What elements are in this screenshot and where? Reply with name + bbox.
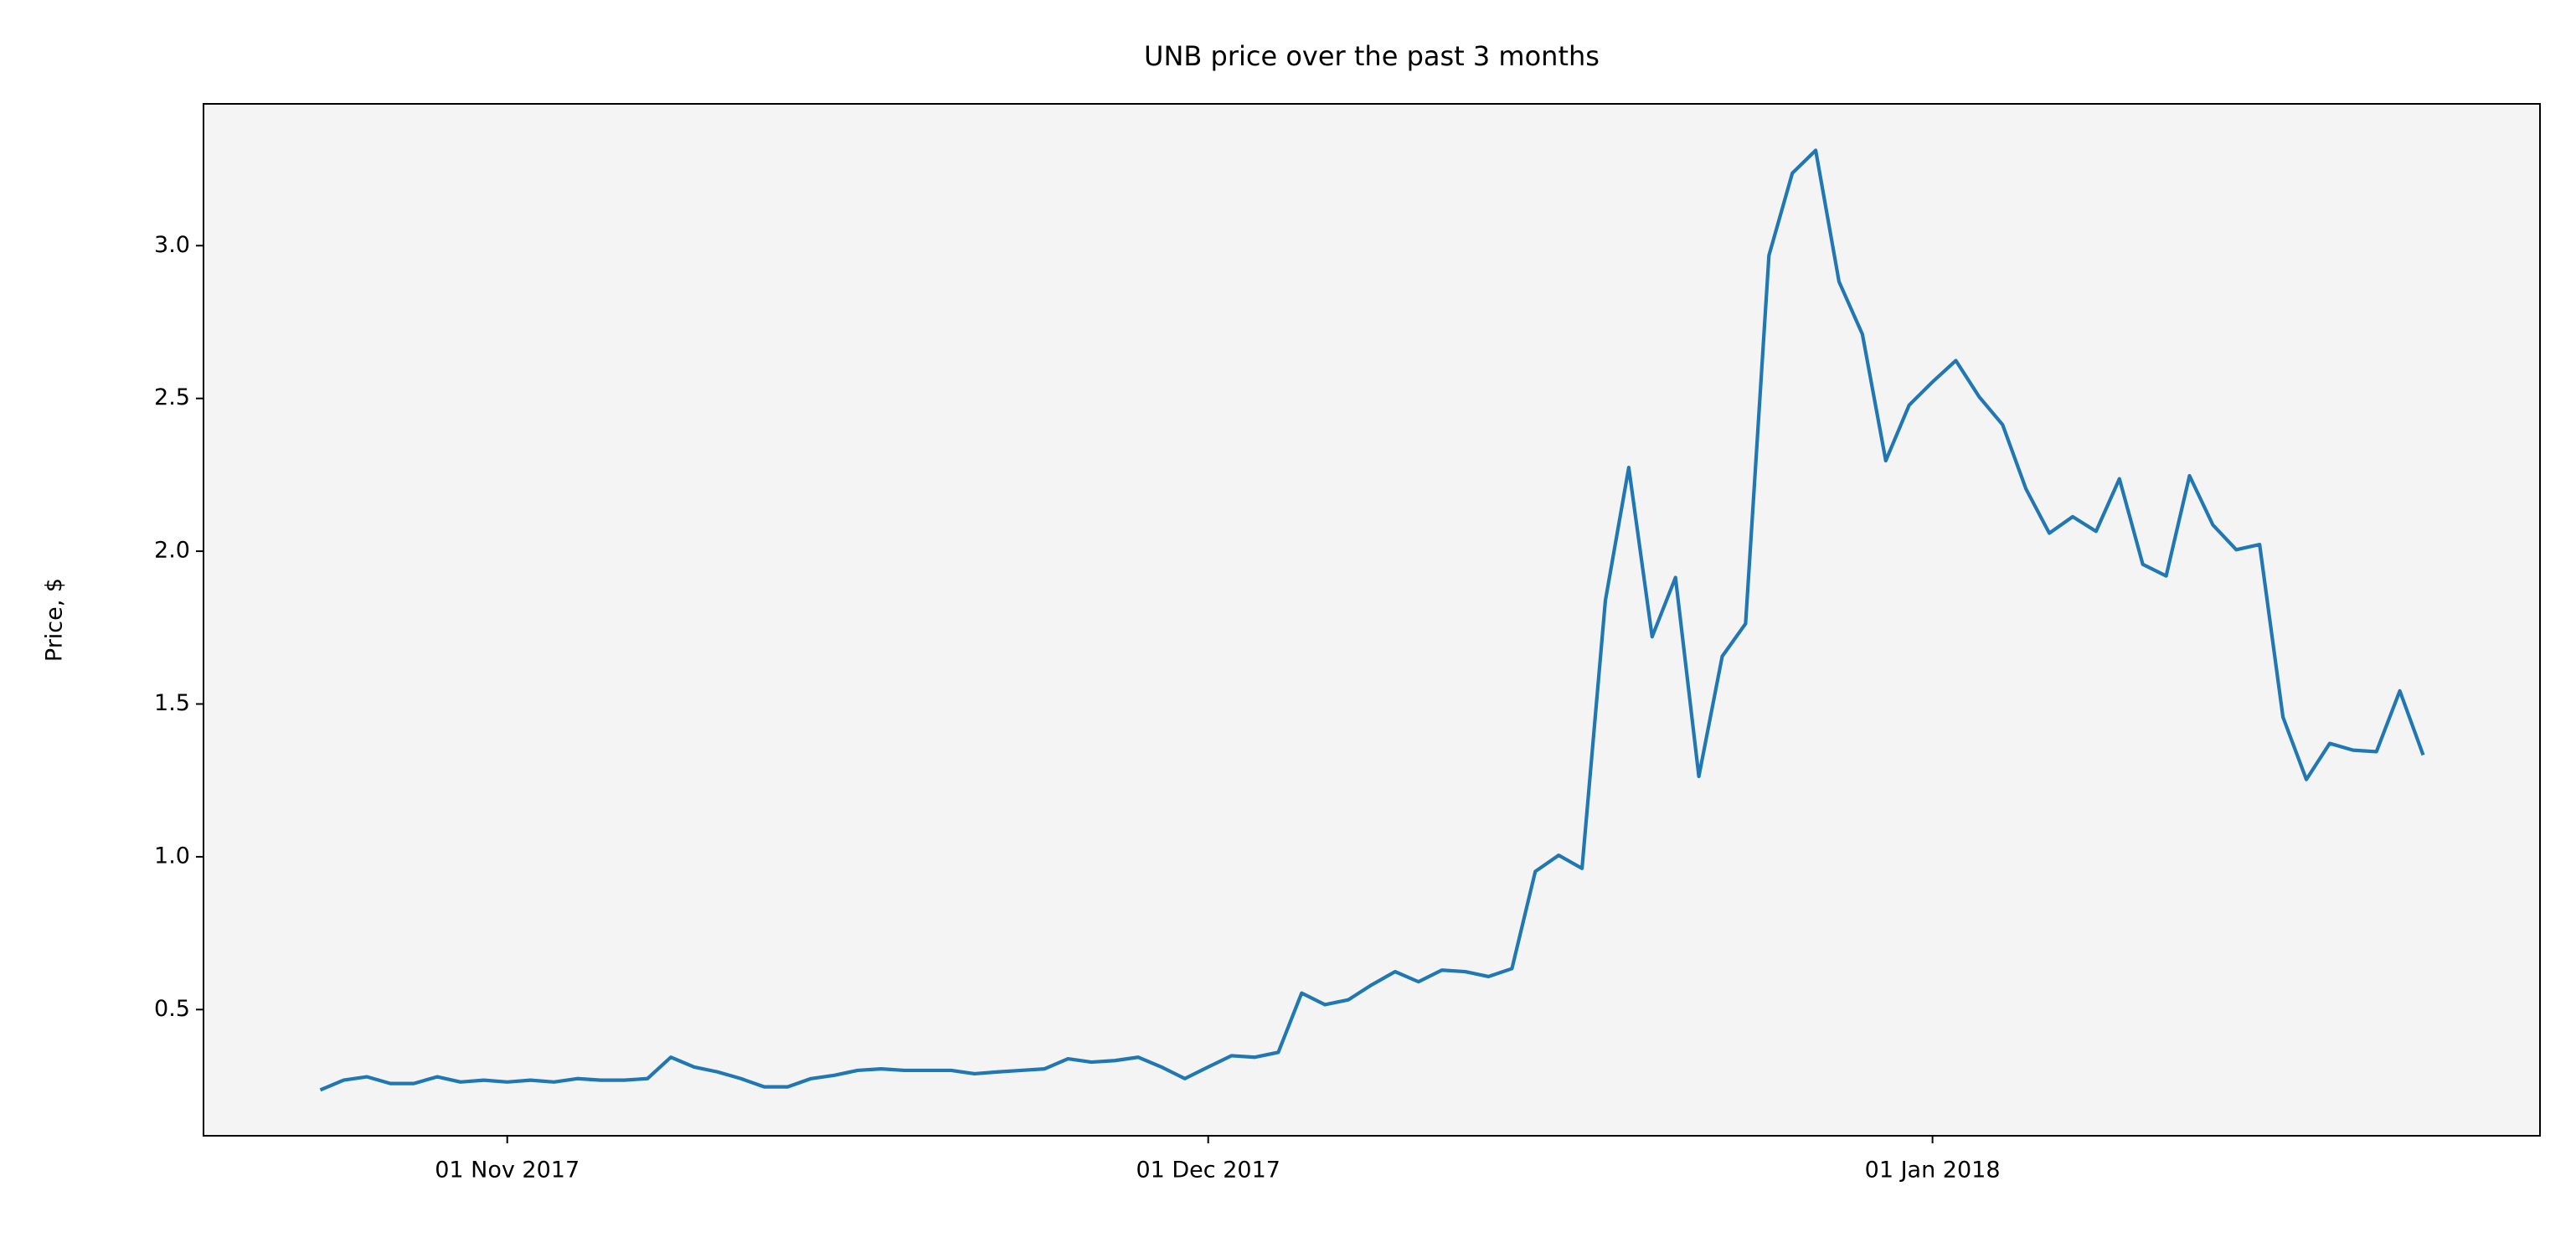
price-line — [319, 148, 2425, 1092]
y-tick-label: 2.5 — [154, 384, 190, 410]
plot-frame — [203, 103, 2541, 1137]
y-tick-label: 2.0 — [154, 538, 190, 564]
x-tick-label: 01 Dec 2017 — [1136, 1158, 1280, 1184]
y-tick-label: 1.5 — [154, 690, 190, 716]
y-axis-label: Price, $ — [42, 578, 68, 662]
y-tick-label: 1.0 — [154, 843, 190, 869]
y-tick-label: 0.5 — [154, 996, 190, 1022]
chart-title: UNB price over the past 3 months — [1144, 40, 1600, 72]
x-tick-label: 01 Nov 2017 — [435, 1158, 580, 1184]
y-tick-label: 3.0 — [154, 232, 190, 258]
x-tick-label: 01 Jan 2018 — [1865, 1158, 2001, 1184]
plot-area — [204, 104, 2540, 1136]
